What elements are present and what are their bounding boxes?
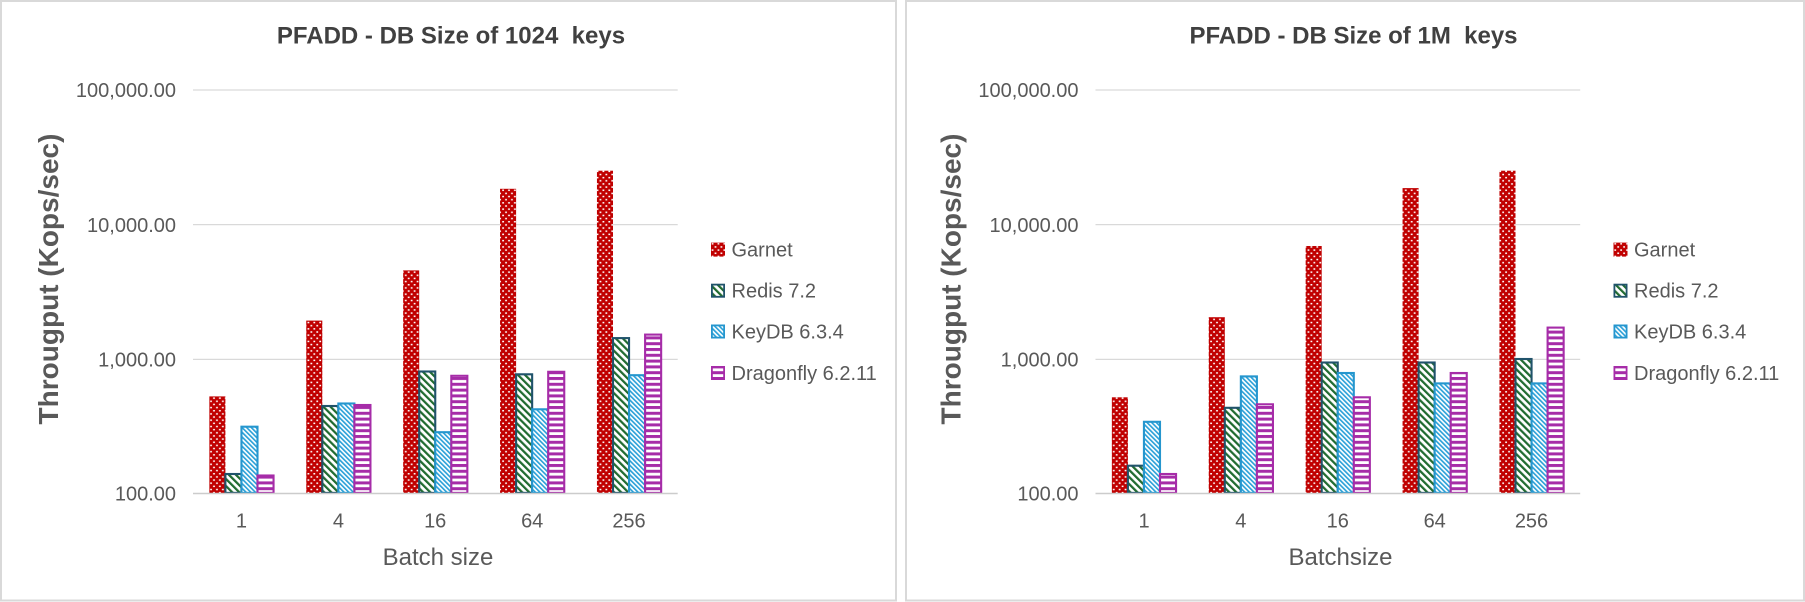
svg-text:100,000.00: 100,000.00 [76, 80, 176, 102]
svg-text:PFADD - DB Size of 1M keys: PFADD - DB Size of 1M keys [1189, 23, 1517, 50]
svg-text:100.00: 100.00 [1017, 484, 1078, 506]
svg-text:Batch size: Batch size [383, 544, 494, 571]
svg-text:Garnet: Garnet [732, 240, 794, 262]
svg-text:KeyDB 6.3.4: KeyDB 6.3.4 [1634, 322, 1746, 344]
svg-text:16: 16 [424, 511, 446, 533]
svg-text:1,000.00: 1,000.00 [1001, 350, 1079, 372]
svg-text:10,000.00: 10,000.00 [87, 215, 176, 237]
svg-text:4: 4 [1235, 511, 1246, 533]
svg-text:16: 16 [1327, 511, 1349, 533]
svg-text:100,000.00: 100,000.00 [978, 80, 1078, 102]
svg-text:1: 1 [236, 511, 247, 533]
svg-text:Batchsize: Batchsize [1288, 544, 1392, 571]
svg-text:KeyDB 6.3.4: KeyDB 6.3.4 [732, 322, 844, 344]
svg-text:1,000.00: 1,000.00 [98, 350, 176, 372]
svg-text:Througput (Kops/sec): Througput (Kops/sec) [33, 134, 64, 425]
svg-text:Redis 7.2: Redis 7.2 [732, 281, 817, 303]
svg-text:Garnet: Garnet [1634, 240, 1696, 262]
svg-text:10,000.00: 10,000.00 [990, 215, 1079, 237]
svg-text:Redis 7.2: Redis 7.2 [1634, 281, 1719, 303]
svg-text:64: 64 [521, 511, 543, 533]
svg-text:256: 256 [1515, 511, 1548, 533]
svg-text:Througput (Kops/sec): Througput (Kops/sec) [936, 134, 967, 425]
svg-text:1: 1 [1138, 511, 1149, 533]
svg-text:64: 64 [1424, 511, 1446, 533]
svg-text:4: 4 [333, 511, 344, 533]
svg-text:256: 256 [612, 511, 645, 533]
svg-text:PFADD - DB Size of 1024 keys: PFADD - DB Size of 1024 keys [277, 23, 625, 50]
svg-text:Dragonfly 6.2.11: Dragonfly 6.2.11 [1634, 363, 1779, 385]
svg-text:100.00: 100.00 [115, 484, 176, 506]
svg-text:Dragonfly 6.2.11: Dragonfly 6.2.11 [732, 363, 877, 385]
